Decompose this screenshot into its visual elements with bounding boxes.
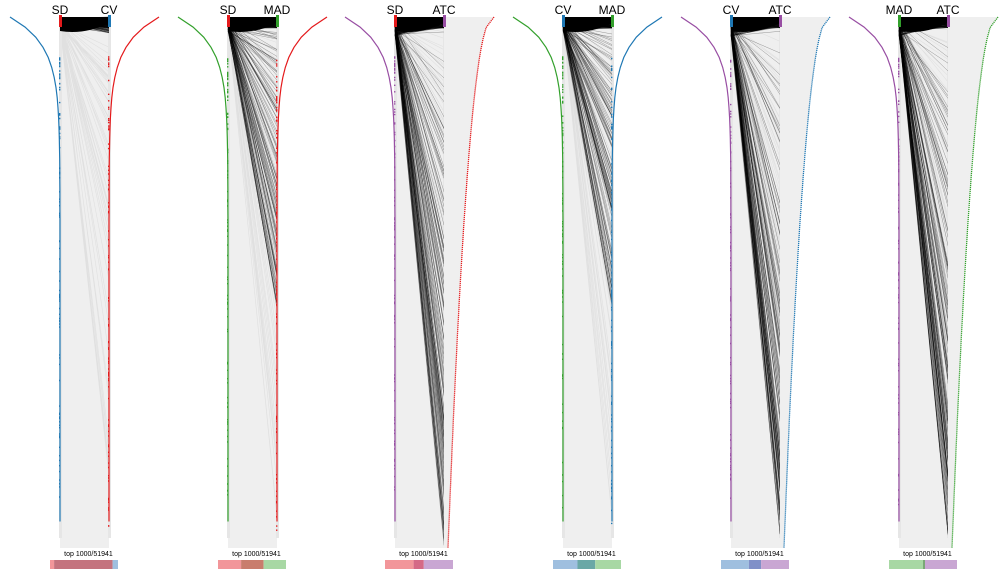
overlap-shared — [54, 560, 113, 569]
panel-cv-vs-mad: CV MAD top 1000/51941 — [512, 3, 663, 569]
top-n-caption: top 1000/51941 — [567, 551, 616, 558]
overlap-right-only — [263, 560, 286, 569]
right-score-area — [444, 17, 494, 548]
right-top-marker — [779, 15, 782, 27]
rank-band — [60, 17, 109, 548]
left-score-curve — [344, 16, 396, 522]
left-score-curve — [9, 16, 61, 522]
top-n-caption: top 1000/51941 — [735, 551, 784, 558]
right-top-marker — [276, 15, 279, 27]
background-links — [59, 18, 110, 477]
top-n-caption: top 1000/51941 — [232, 551, 281, 558]
overlap-shared — [577, 560, 596, 569]
dense-overlap-wedge — [60, 17, 109, 32]
overlap-shared — [413, 560, 424, 569]
right-method-label: MAD — [264, 3, 291, 17]
panel-sd-vs-atc: SD ATC top 1000/51941 — [344, 3, 495, 569]
right-rank-dots — [108, 56, 110, 527]
right-method-label: ATC — [432, 3, 455, 17]
left-top-marker — [562, 15, 565, 27]
left-rank-dots — [394, 56, 396, 491]
right-rank-dots — [276, 59, 278, 531]
panel-cv-vs-atc: CV ATC top 1000/51941 — [680, 3, 831, 569]
right-method-label: CV — [101, 3, 118, 17]
left-rank-dots — [59, 57, 61, 498]
panel-sd-vs-cv: SD CV top 1000/51941 — [9, 3, 160, 569]
left-rank-dots — [227, 58, 229, 496]
top-n-caption: top 1000/51941 — [399, 551, 448, 558]
left-top-marker — [730, 15, 733, 27]
left-top-marker — [898, 15, 901, 27]
right-score-curve — [447, 16, 495, 549]
left-method-label: SD — [387, 3, 404, 17]
dense-overlap-wedge — [228, 17, 277, 32]
right-top-marker — [108, 15, 111, 27]
left-rank-dots — [898, 57, 900, 506]
left-score-curve — [512, 16, 564, 522]
overlap-shared — [748, 560, 762, 569]
overlap-left-only — [218, 560, 242, 569]
right-score-curve — [108, 16, 160, 522]
dense-overlap-wedge — [395, 17, 444, 32]
left-score-curve — [848, 16, 900, 522]
right-score-area — [948, 17, 998, 548]
right-score-curve — [951, 16, 999, 549]
right-method-label: ATC — [768, 3, 791, 17]
overlap-shared — [923, 560, 925, 569]
right-method-label: MAD — [599, 3, 626, 17]
panel-mad-vs-atc: MAD ATC top 1000/51941 — [848, 3, 999, 569]
overlap-left-only — [50, 560, 55, 569]
overlap-right-only — [595, 560, 621, 569]
left-top-marker — [394, 15, 397, 27]
right-rank-dots — [611, 57, 613, 525]
left-top-marker — [59, 15, 62, 27]
overlap-left-only — [721, 560, 749, 569]
left-score-curve — [680, 16, 732, 522]
right-score-curve — [611, 16, 663, 522]
left-method-label: SD — [52, 3, 69, 17]
left-score-curve — [177, 16, 229, 522]
top-n-caption: top 1000/51941 — [64, 551, 113, 558]
overlap-right-only — [761, 560, 789, 569]
left-rank-dots — [730, 59, 732, 499]
top-n-caption: top 1000/51941 — [903, 551, 952, 558]
overlap-left-only — [889, 560, 923, 569]
right-top-marker — [611, 15, 614, 27]
right-score-curve — [276, 16, 328, 522]
right-score-curve — [783, 16, 831, 549]
right-score-area — [780, 17, 830, 548]
overlap-right-only — [925, 560, 957, 569]
dense-overlap-wedge — [731, 17, 780, 32]
left-method-label: MAD — [886, 3, 913, 17]
dense-overlap-wedge — [899, 17, 948, 32]
overlap-right-only — [423, 560, 453, 569]
right-top-marker — [443, 15, 446, 27]
left-top-marker — [227, 15, 230, 27]
left-rank-dots — [562, 56, 564, 509]
overlap-right-only — [112, 560, 118, 569]
right-top-marker — [947, 15, 950, 27]
panel-sd-vs-mad: SD MAD top 1000/51941 — [177, 3, 328, 569]
right-method-label: ATC — [936, 3, 959, 17]
left-method-label: CV — [723, 3, 740, 17]
overlap-shared — [241, 560, 264, 569]
dense-overlap-wedge — [563, 17, 612, 32]
overlap-left-only — [553, 560, 578, 569]
left-method-label: SD — [220, 3, 237, 17]
left-method-label: CV — [555, 3, 572, 17]
overlap-left-only — [385, 560, 414, 569]
